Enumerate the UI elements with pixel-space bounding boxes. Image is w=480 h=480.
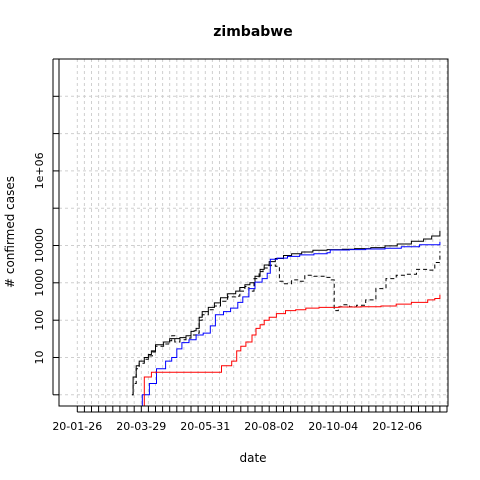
plot-frame xyxy=(58,58,449,407)
series-line-3 xyxy=(139,241,441,407)
x-tick-label: 20-05-31 xyxy=(180,420,230,433)
y-tick-label: 10000 xyxy=(33,228,46,263)
x-tick-label: 20-12-06 xyxy=(372,420,422,433)
chart-title: zimbabwe xyxy=(213,24,292,40)
y-tick-label: 100 xyxy=(33,310,46,331)
y-axis-label: # confirmed cases xyxy=(3,176,17,288)
x-tick-label: 20-01-26 xyxy=(52,420,102,433)
y-tick-label: 1000 xyxy=(33,269,46,297)
x-tick-label: 20-10-04 xyxy=(308,420,358,433)
series-line-1 xyxy=(132,230,441,396)
series-group xyxy=(132,230,441,407)
x-tick-label: 20-03-29 xyxy=(116,420,166,433)
y-axis: 10 100 1000 10000 1e+06 xyxy=(33,58,59,396)
x-axis-label: date xyxy=(239,451,266,465)
y-tick-label: 1e+06 xyxy=(33,152,46,189)
x-axis: 20-01-26 20-03-29 20-05-31 20-08-02 20-10-04… xyxy=(52,406,448,433)
x-tick-label: 20-08-02 xyxy=(244,420,294,433)
series-line-4 xyxy=(132,294,441,407)
y-tick-label: 10 xyxy=(33,351,46,365)
grid xyxy=(59,58,448,406)
